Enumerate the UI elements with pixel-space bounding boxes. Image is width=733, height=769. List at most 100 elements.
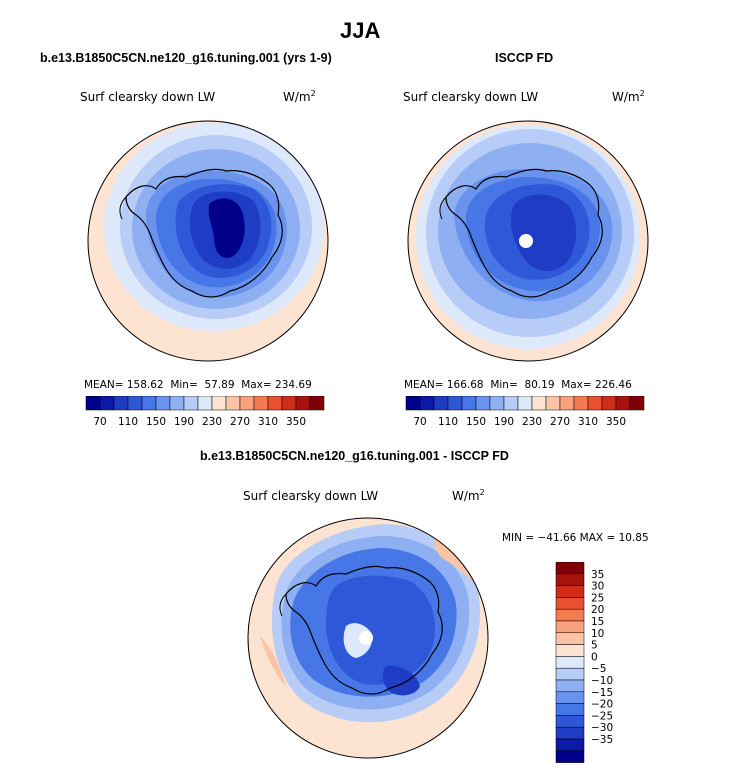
panel3-colorbar-swatch-14 [555,726,585,740]
panel1-colorbar-tick-label: 310 [258,416,278,428]
panel2-colorbar-tick-label: 350 [606,416,626,428]
panel2-map-boundary [407,120,649,362]
panel1-colorbar-swatch-16 [309,396,325,411]
panel1-stats: MEAN= 158.62 Min= 57.89 Max= 234.69 [84,379,312,391]
panel3-colorbar-swatch-7 [555,644,585,657]
panel1-colorbar-swatch-10 [225,396,241,411]
panel3-colorbar-tick-label: −5 [591,663,606,675]
panel2-colorbar-tick-label: 270 [550,416,570,428]
panel2-units-label: W/m2 [612,89,645,104]
panel3-colorbar-swatches [555,562,585,763]
panel3-colorbar-swatch-16 [555,750,585,763]
panel2-pole-hole [519,234,533,248]
panel3-colorbar-tick-label: −10 [591,675,613,687]
panel3-region-minus25 [326,575,436,685]
panel2-polar-map [407,120,649,362]
panel1-colorbar-swatch-4 [141,396,157,411]
panel1-colorbar: 70 110 150 190 230 270 310 350 [85,396,325,428]
panel1-antarctica-coastline [125,168,283,298]
panel2-peninsula-coastline [439,196,447,220]
panel3-region-plus5-ne [434,536,478,586]
panel1-case-title: b.e13.B1850C5CN.ne120_g16.tuning.001 (yr… [40,51,332,65]
panel2-colorbar-swatch-4 [461,396,477,411]
panel1-colorbar-tick-label: 350 [286,416,306,428]
panel3-colorbar-tick-label: 15 [591,616,604,628]
panel1-colorbar-swatch-8 [197,396,213,411]
panel3-variable-label: Surf clearsky down LW [243,489,379,503]
panel3-colorbar-swatch-2 [555,585,585,598]
panel3-case-title: b.e13.B1850C5CN.ne120_g16.tuning.001 - I… [200,449,509,463]
panel3-units-label: W/m2 [452,488,485,503]
panel1-variable-label: Surf clearsky down LW [80,90,216,104]
panel2-colorbar-swatches [405,396,645,411]
panel1-colorbar-tick-label: 230 [202,416,222,428]
panel1-region-min [208,198,245,258]
panel2-colorbar-swatch-11 [559,396,575,411]
panel2-colorbar-tick-label: 230 [522,416,542,428]
panel3-colorbar-tick-label: 5 [591,640,598,652]
panel1-colorbar-swatch-1 [99,396,115,411]
panel2-colorbar-swatch-8 [517,396,533,411]
panel1-colorbar-tick-label: 70 [93,416,106,428]
panel3-stats: MIN = −41.66 MAX = 10.85 [502,532,649,544]
panel3-colorbar-tick-label: −25 [591,710,613,722]
panel3-colorbar-swatch-8 [555,656,585,669]
panel2-antarctica-coastline [445,168,603,298]
panel2-colorbar-tick-label: 310 [578,416,598,428]
panel3-colorbar-swatch-4 [555,608,585,622]
panel3-map-boundary [247,517,489,759]
panel2-colorbar-swatch-5 [475,396,491,411]
panel2-colorbar-swatch-7 [503,396,519,411]
panel3-colorbar-swatch-15 [555,738,585,752]
panel2-colorbar-tick-label: 70 [413,416,426,428]
panel2-colorbar-swatch-1 [419,396,435,411]
panel1-peninsula-coastline [119,196,127,220]
panel2-colorbar-tick-label: 150 [466,416,486,428]
panel1-colorbar-swatch-15 [295,396,311,411]
panel3-polar-map [247,517,489,759]
panel3-colorbar-tick-label: 0 [591,651,598,663]
panel3-colorbar-tick-label: 35 [591,569,604,581]
panel2-colorbar-swatch-2 [433,396,449,411]
panel1-colorbar-swatch-9 [211,396,227,411]
panel3-colorbar-tick-label: 30 [591,581,604,593]
panel2-colorbar-swatch-9 [531,396,547,411]
panel3-colorbar-tick-label: 20 [591,604,604,616]
panel3-colorbar-tick-label: 10 [591,628,604,640]
panel2-colorbar-swatch-10 [545,396,561,411]
panel3-colorbar-tick-label: −30 [591,722,613,734]
panel2-colorbar-swatch-14 [601,396,617,411]
panel2-colorbar-swatch-0 [405,396,421,411]
panel1-colorbar-swatches [85,396,325,411]
panel3-colorbar-swatch-5 [555,620,585,634]
panel3-colorbar-swatch-1 [555,573,585,586]
panel2-colorbar: 70 110 150 190 230 270 310 350 [405,396,645,428]
panel1-colorbar-swatch-0 [85,396,101,411]
figure-title: JJA [340,18,381,43]
panel1-colorbar-swatch-11 [239,396,255,411]
panel3-colorbar-tick-label: −20 [591,699,613,711]
panel3-colorbar-swatch-13 [555,715,585,728]
panel1-map-boundary [87,120,329,362]
panel2-colorbar-swatch-6 [489,396,505,411]
panel2-colorbar-swatch-13 [587,396,603,411]
panel3-colorbar-swatch-9 [555,667,585,681]
panel1-colorbar-swatch-2 [113,396,129,411]
panel3-colorbar-swatch-11 [555,691,585,704]
panel3-colorbar-swatch-10 [555,679,585,693]
panel3-peninsula-coastline [279,593,287,617]
panel1-polar-map [87,120,329,362]
panel3-colorbar-tick-label: −35 [591,734,613,746]
panel1-colorbar-swatch-5 [155,396,171,411]
panel2-stats: MEAN= 166.68 Min= 80.19 Max= 226.46 [404,379,632,391]
panel2-colorbar-swatch-12 [573,396,589,411]
panel2-colorbar-tick-label: 110 [438,416,458,428]
panel1-colorbar-tick-label: 190 [174,416,194,428]
panel1-colorbar-ticks: 70 110 150 190 230 270 310 350 [93,416,306,428]
panel2-colorbar-tick-label: 190 [494,416,514,428]
panel1-colorbar-tick-label: 150 [146,416,166,428]
panel2-variable-label: Surf clearsky down LW [403,90,539,104]
panel2-colorbar-swatch-15 [615,396,631,411]
